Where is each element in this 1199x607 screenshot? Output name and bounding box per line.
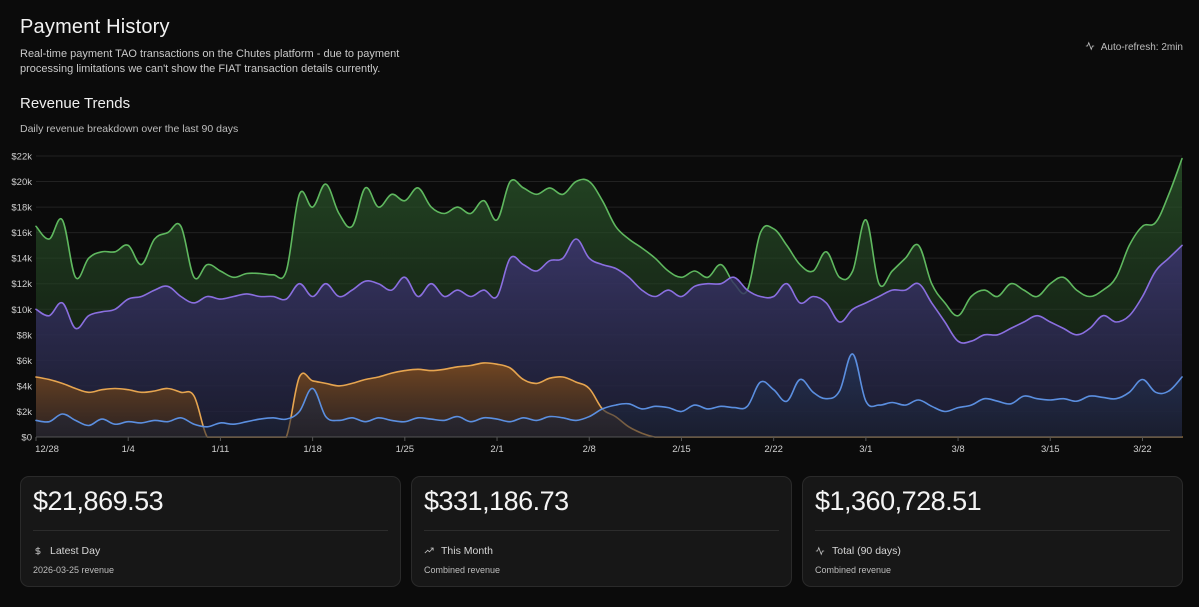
card-divider: [815, 530, 1170, 531]
y-tick-label: $8k: [17, 330, 33, 341]
y-tick-label: $16k: [11, 228, 32, 239]
dollar-icon: [33, 546, 43, 556]
x-tick-label: 1/25: [396, 444, 415, 455]
y-tick-label: $20k: [11, 177, 32, 188]
auto-refresh-label: Auto-refresh: 2min: [1100, 42, 1183, 53]
y-tick-label: $6k: [17, 356, 33, 367]
revenue-chart[interactable]: $0 $2k $4k $6k $8k $10k $12k $14k $16k $18k $20k $2…: [0, 145, 1199, 463]
card-divider: [33, 530, 388, 531]
y-tick-label: $22k: [11, 152, 32, 163]
x-tick-label: 2/22: [764, 444, 783, 455]
page-title: Payment History: [20, 16, 170, 38]
card-label-text: This Month: [441, 545, 493, 557]
card-label: Total (90 days): [815, 545, 901, 557]
card-note: 2026-03-25 revenue: [33, 565, 115, 575]
y-tick-label: $4k: [17, 381, 33, 392]
card-label-text: Total (90 days): [832, 545, 901, 557]
y-tick-label: $14k: [11, 254, 32, 265]
section-subtitle: Daily revenue breakdown over the last 90…: [20, 123, 239, 135]
x-tick-label: 12/28: [35, 444, 59, 455]
x-tick-label: 2/15: [672, 444, 691, 455]
card-value: $21,869.53: [33, 486, 164, 516]
summary-cards: $21,869.53 Latest Day 2026-03-25 revenue…: [20, 476, 1183, 587]
x-tick-label: 1/18: [303, 444, 322, 455]
card-label: This Month: [424, 545, 493, 557]
series-line-total: [35, 157, 1183, 317]
section-title: Revenue Trends: [20, 95, 131, 112]
series-line-blue: [35, 353, 1183, 428]
latest-day-card: $21,869.53 Latest Day 2026-03-25 revenue: [20, 476, 401, 587]
x-tick-label: 2/8: [583, 444, 596, 455]
card-note: Combined revenue: [815, 565, 892, 575]
y-tick-label: $12k: [11, 279, 32, 290]
x-tick-label: 3/15: [1041, 444, 1060, 455]
page-description: Real-time payment TAO transactions on th…: [20, 48, 400, 75]
y-tick-label: $2k: [17, 407, 33, 418]
trending-up-icon: [424, 546, 434, 556]
series-area-blue: [36, 353, 1182, 437]
x-tick-label: 3/1: [859, 444, 872, 455]
x-tick-label: 1/11: [212, 444, 230, 455]
auto-refresh-indicator: Auto-refresh: 2min: [1085, 41, 1183, 54]
x-tick-label: 3/8: [951, 444, 964, 455]
x-tick-label: 2/1: [490, 444, 503, 455]
y-tick-label: $0: [21, 433, 32, 444]
this-month-card: $331,186.73 This Month Combined revenue: [411, 476, 792, 587]
x-tick-label: 1/4: [122, 444, 135, 455]
x-tick-label: 3/22: [1133, 444, 1152, 455]
total-90-days-card: $1,360,728.51 Total (90 days) Combined r…: [802, 476, 1183, 587]
card-label-text: Latest Day: [50, 545, 101, 557]
series-line-purple: [35, 238, 1183, 344]
activity-icon: [815, 546, 825, 556]
activity-icon: [1085, 41, 1095, 54]
card-value: $1,360,728.51: [815, 486, 982, 516]
card-note: Combined revenue: [424, 565, 501, 575]
y-tick-label: $18k: [11, 203, 32, 214]
card-value: $331,186.73: [424, 486, 569, 516]
card-divider: [424, 530, 779, 531]
y-tick-label: $10k: [11, 305, 32, 316]
card-label: Latest Day: [33, 545, 100, 557]
